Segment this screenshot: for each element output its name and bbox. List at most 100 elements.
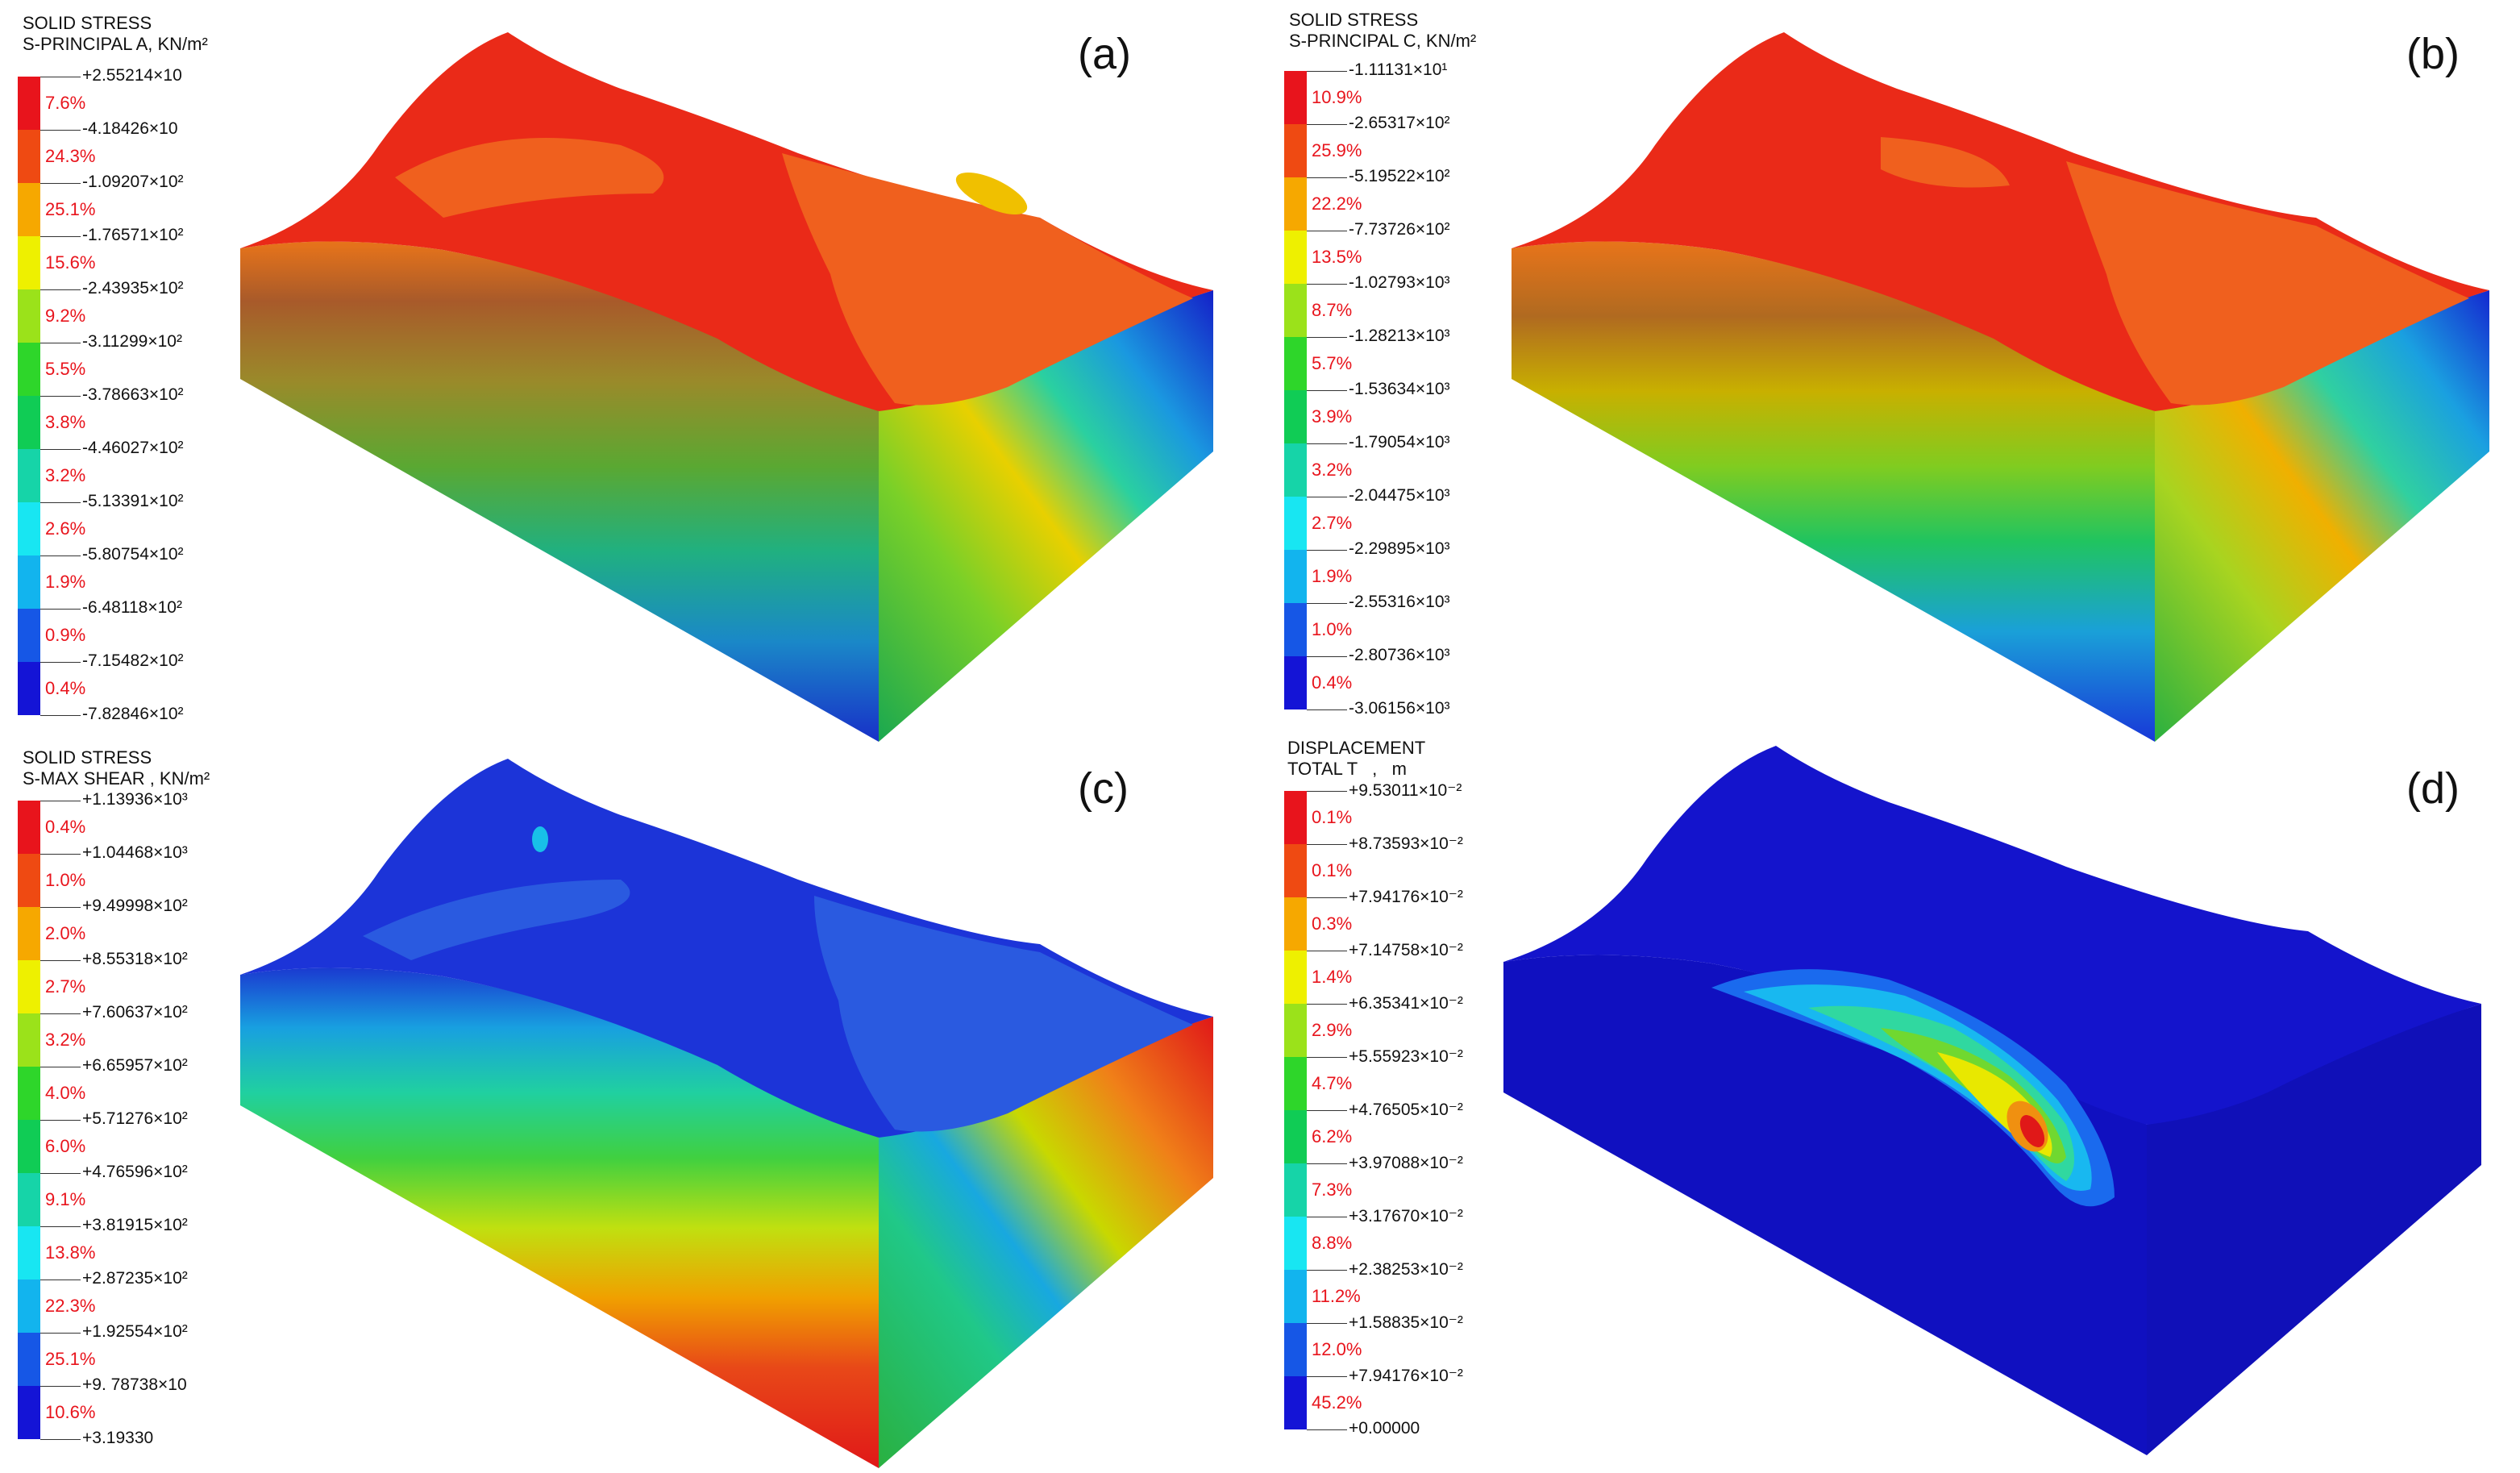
panel-b: SOLID STRESS S-PRINCIPAL C, KN/m² 10.9% 2… [1260,0,2520,742]
scale-tick [40,715,81,716]
scale-value: +1.92554×10² [82,1322,188,1341]
panel-label-c: (c) [1078,764,1129,813]
scale-bin [18,1067,40,1120]
yellow-spot [955,172,1028,215]
scale-percent: 0.4% [45,678,86,698]
scale-bin [1284,231,1307,284]
scale-value: +3.97088×10⁻² [1349,1154,1463,1172]
scale-percent: 10.9% [1312,87,1362,107]
scale-bin [1284,1110,1307,1163]
scale-value: -2.29895×10³ [1349,539,1450,558]
scale-value: -1.11131×10¹ [1349,60,1448,79]
scale-percent: 13.8% [45,1242,96,1263]
scale-percent: 0.9% [45,625,86,645]
scale-value: +4.76596×10² [82,1163,188,1181]
scale-bin [18,1120,40,1173]
scale-value: -1.76571×10² [82,226,184,244]
scale-value: +5.71276×10² [82,1109,188,1128]
scale-percent: 1.0% [45,870,86,890]
scale-tick [40,1226,81,1227]
legend-title-line2: S-PRINCIPAL A, KN/m² [23,34,208,54]
scale-value: -3.11299×10² [82,332,182,351]
legend-c: SOLID STRESS S-MAX SHEAR , KN/m² [23,747,210,789]
scale-percent: 10.6% [45,1402,96,1422]
scale-bin [18,77,40,130]
scale-value: -1.28213×10³ [1349,327,1450,345]
right-face [879,290,1213,742]
scale-tick [1307,1323,1347,1324]
scale-value: -5.80754×10² [82,545,184,564]
scale-tick [40,854,81,855]
scale-value: +1.13936×10³ [82,790,188,809]
scale-percent: 22.2% [1312,193,1362,214]
scale-bin [1284,177,1307,231]
scale-value: -4.46027×10² [82,439,184,457]
scale-tick [40,130,81,131]
scale-value: -1.53634×10³ [1349,380,1450,398]
scale-value: +9.53011×10⁻² [1349,781,1462,800]
scale-bin [1284,550,1307,603]
panel-label-b: (b) [2406,30,2460,78]
scale-value: +8.55318×10² [82,950,188,968]
scale-percent: 12.0% [1312,1339,1362,1359]
scale-tick [1307,71,1347,72]
scale-percent: 3.2% [1312,460,1353,480]
scale-percent: 1.0% [1312,619,1353,639]
scale-bin [18,1386,40,1439]
scale-bin [1284,284,1307,337]
scale-bin [18,1280,40,1333]
scale-percent: 1.9% [45,572,86,592]
scale-bin [18,854,40,907]
scale-tick [40,289,81,290]
scale-bin [1284,1004,1307,1057]
scale-percent: 4.0% [45,1083,86,1103]
scale-bin [1284,1057,1307,1110]
scale-value: -5.19522×10² [1349,167,1450,185]
scale-value: +4.76505×10⁻² [1349,1101,1463,1119]
scale-percent: 9.1% [45,1189,86,1209]
scale-bin [1284,390,1307,443]
scale-bin [1284,1323,1307,1376]
scale-bin [18,1226,40,1280]
scale-value: +8.73593×10⁻² [1349,834,1463,853]
scale-tick [1307,284,1347,285]
scale-value: +7.94176×10⁻² [1349,888,1463,906]
scale-percent: 13.5% [1312,247,1362,267]
scale-percent: 0.4% [45,817,86,837]
scale-percent: 0.1% [1312,860,1353,880]
scale-bin [1284,1376,1307,1429]
scale-percent: 5.5% [45,359,86,379]
scale-value: +3.19330 [82,1429,154,1447]
scale-value: -7.73726×10² [1349,220,1450,239]
scale-bin [18,130,40,183]
scale-value: +2.38253×10⁻² [1349,1260,1463,1279]
scale-tick [1307,550,1347,551]
scale-tick [1307,337,1347,338]
legend-title-line2: S-MAX SHEAR , KN/m² [23,768,210,789]
scale-bin [18,960,40,1013]
panel-d: DISPLACEMENT TOTAL T , m 0.1% 0.1% 0.3% 1.4… [1260,736,2520,1473]
scale-tick [40,236,81,237]
scale-percent: 25.1% [45,199,96,219]
scale-tick [1307,897,1347,898]
scale-value: +3.17670×10⁻² [1349,1207,1463,1225]
scale-bin [1284,71,1307,124]
scale-tick [40,555,81,556]
scale-tick [1307,1376,1347,1377]
scale-percent: 0.3% [1312,913,1353,934]
scale-tick [1307,177,1347,178]
scale-percent: 25.1% [45,1349,96,1369]
scale-value: +7.60637×10² [82,1003,188,1022]
scale-percent: 2.7% [1312,513,1353,533]
scale-percent: 1.9% [1312,566,1353,586]
scale-value: -7.82846×10² [82,705,184,723]
scale-bin [18,236,40,289]
scale-bin [18,396,40,449]
scale-percent: 2.0% [45,923,86,943]
scale-value: -3.06156×10³ [1349,699,1450,718]
scale-tick [1307,1004,1347,1005]
model-block-a [240,32,1213,742]
panel-c: SOLID STRESS S-MAX SHEAR , KN/m² 0.4% 1.0… [0,736,1260,1473]
legend-d: DISPLACEMENT TOTAL T , m [1287,738,1425,780]
scale-tick [40,662,81,663]
